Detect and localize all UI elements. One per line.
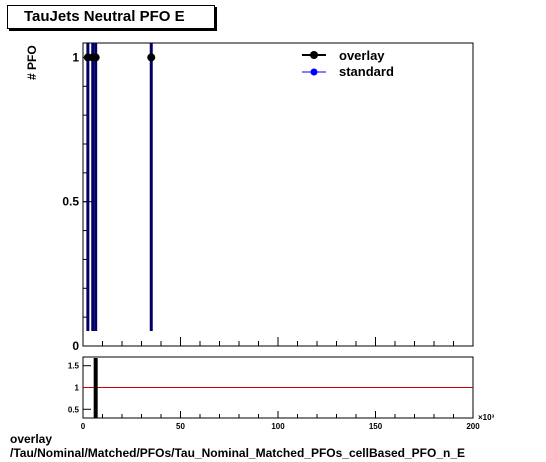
- footer-line-1: overlay: [10, 432, 53, 446]
- footer-line-2: /Tau/Nominal/Matched/PFOs/Tau_Nominal_Ma…: [10, 446, 466, 460]
- main-y-tick-label: 1: [72, 50, 79, 64]
- x-axis-multiplier: ×10³: [478, 413, 495, 422]
- ratio-y-tick-label: 1: [75, 384, 80, 393]
- legend-standard-label: standard: [339, 64, 394, 79]
- overlay-point: [147, 53, 156, 62]
- footer-caption: overlay /Tau/Nominal/Matched/PFOs/Tau_No…: [10, 432, 465, 460]
- main-data-points: [83, 53, 156, 62]
- main-vertical-lines: [86, 43, 153, 331]
- ratio-x-axis: 0 50 100 150 200: [81, 411, 480, 431]
- y-axis-label: # PFO: [25, 45, 39, 80]
- legend-overlay-label: overlay: [339, 48, 385, 63]
- legend: overlay standard: [302, 48, 394, 79]
- main-plot-frame: [82, 42, 474, 347]
- ratio-bar: [93, 358, 98, 418]
- legend-standard-marker: [310, 68, 318, 76]
- ratio-x-tick-label: 200: [466, 422, 480, 431]
- main-y-tick-label: 0: [72, 339, 79, 353]
- ratio-y-tick-label: 0.5: [68, 405, 80, 414]
- ratio-y-tick-label: 1.5: [68, 362, 80, 371]
- legend-overlay-marker: [310, 51, 318, 59]
- ratio-x-tick-label: 100: [271, 422, 285, 431]
- figure-canvas: 00.51 # PFO overlay standard 0.511.5 0 50…: [25, 42, 495, 431]
- main-y-tick-label: 0.5: [62, 195, 79, 209]
- main-x-axis: [82, 337, 474, 346]
- chart-title: TauJets Neutral PFO E: [7, 5, 215, 29]
- ratio-x-tick-label: 50: [176, 422, 185, 431]
- ratio-x-tick-label: 0: [81, 422, 86, 431]
- ratio-x-tick-label: 150: [369, 422, 383, 431]
- overlay-point: [91, 53, 100, 62]
